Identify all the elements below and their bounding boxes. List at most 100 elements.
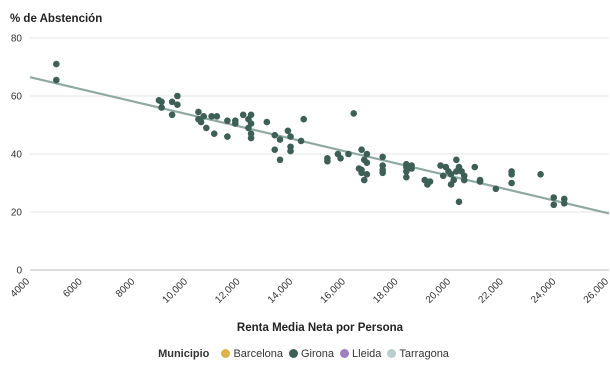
data-point (276, 136, 284, 143)
legend-item[interactable]: Lleida (340, 348, 381, 360)
data-point (168, 98, 176, 106)
data-point (53, 60, 60, 68)
data-point (379, 169, 386, 177)
data-point (158, 104, 165, 111)
data-point (247, 111, 255, 119)
data-point (358, 146, 365, 153)
x-tick-label: 14,000 (266, 276, 296, 306)
data-point (271, 131, 279, 139)
data-point (455, 198, 463, 206)
trend-line (29, 76, 610, 215)
data-point (453, 156, 460, 164)
x-tick-label: 12,000 (213, 276, 243, 306)
data-point (508, 171, 515, 178)
data-point (210, 130, 218, 137)
y-tick-label: 40 (11, 150, 23, 161)
x-tick-label: 6000 (61, 276, 85, 300)
data-point (550, 194, 558, 201)
data-point (363, 171, 371, 178)
data-point (158, 98, 165, 106)
data-point (203, 124, 210, 132)
data-point (492, 185, 500, 193)
data-point (231, 120, 239, 127)
data-point (287, 133, 294, 140)
legend-label: Barcelona (233, 348, 283, 360)
y-tick-label: 0 (16, 266, 22, 277)
data-point (224, 133, 231, 140)
y-tick-label: 60 (11, 92, 23, 103)
x-tick-label: 18,000 (371, 276, 401, 306)
data-point (284, 127, 292, 135)
data-point (337, 155, 344, 162)
x-axis-ticks: 4000 6000 8000 10,000 12,000 14,000 16,000 18,0… (9, 276, 610, 306)
legend-title: Municipio (158, 348, 210, 360)
x-tick-label: 24,000 (529, 276, 559, 306)
data-point (247, 120, 255, 127)
data-point (324, 157, 331, 165)
data-point (247, 134, 255, 142)
regression-line (29, 76, 610, 215)
data-point (271, 146, 279, 153)
legend-item[interactable]: Girona (289, 348, 334, 360)
x-tick-label: 16,000 (319, 276, 349, 306)
data-point (276, 156, 284, 164)
x-tick-label: 20,000 (424, 276, 454, 306)
data-point (239, 111, 247, 119)
data-point (358, 166, 365, 174)
data-point (174, 101, 181, 108)
data-point (287, 147, 294, 155)
y-axis-ticks: 0 20 40 60 80 (11, 34, 23, 277)
x-tick-label: 4000 (9, 276, 33, 300)
data-point (300, 115, 308, 123)
data-point (537, 171, 544, 178)
data-point (195, 108, 202, 116)
data-point (200, 113, 207, 120)
data-point (450, 176, 458, 184)
x-tick-label: 26,000 (582, 276, 610, 306)
x-tick-label: 22,000 (476, 276, 506, 306)
data-point (447, 171, 455, 178)
data-point (560, 200, 568, 207)
legend: Municipio Barcelona Girona Lleida Tarragona (0, 348, 610, 360)
data-point (460, 176, 468, 184)
data-point (408, 165, 415, 172)
data-point (224, 117, 231, 124)
data-point (53, 76, 60, 84)
y-axis-label: % de Abstención (10, 13, 102, 25)
legend-label: Tarragona (399, 348, 449, 360)
x-tick-label: 8000 (114, 276, 138, 300)
data-point (426, 178, 434, 185)
data-point (403, 168, 410, 175)
data-point (197, 118, 205, 126)
data-point (350, 110, 358, 117)
legend-item[interactable]: Tarragona (387, 348, 449, 360)
legend-swatch (387, 349, 397, 358)
data-point (476, 178, 484, 185)
legend-swatch (340, 349, 350, 358)
y-tick-label: 20 (11, 208, 23, 219)
data-point (550, 201, 558, 209)
data-point (379, 153, 386, 161)
data-point (345, 150, 352, 158)
x-axis-label: Renta Media Neta por Persona (237, 322, 404, 334)
legend-label: Lleida (352, 348, 382, 360)
data-points (53, 60, 568, 209)
data-point (439, 172, 447, 180)
data-point (437, 162, 444, 169)
legend-label: Girona (301, 348, 335, 360)
legend-swatch (289, 349, 298, 358)
y-tick-label: 80 (11, 34, 23, 45)
data-point (174, 92, 181, 100)
data-point (168, 111, 176, 119)
data-point (363, 150, 371, 158)
grid-lines (30, 37, 609, 271)
data-point (508, 179, 515, 187)
x-tick-label: 10,000 (161, 276, 191, 306)
data-point (208, 113, 215, 120)
data-point (263, 118, 271, 126)
data-point (471, 163, 479, 171)
legend-item[interactable]: Barcelona (221, 348, 283, 360)
data-point (363, 159, 371, 166)
data-point (403, 173, 410, 181)
